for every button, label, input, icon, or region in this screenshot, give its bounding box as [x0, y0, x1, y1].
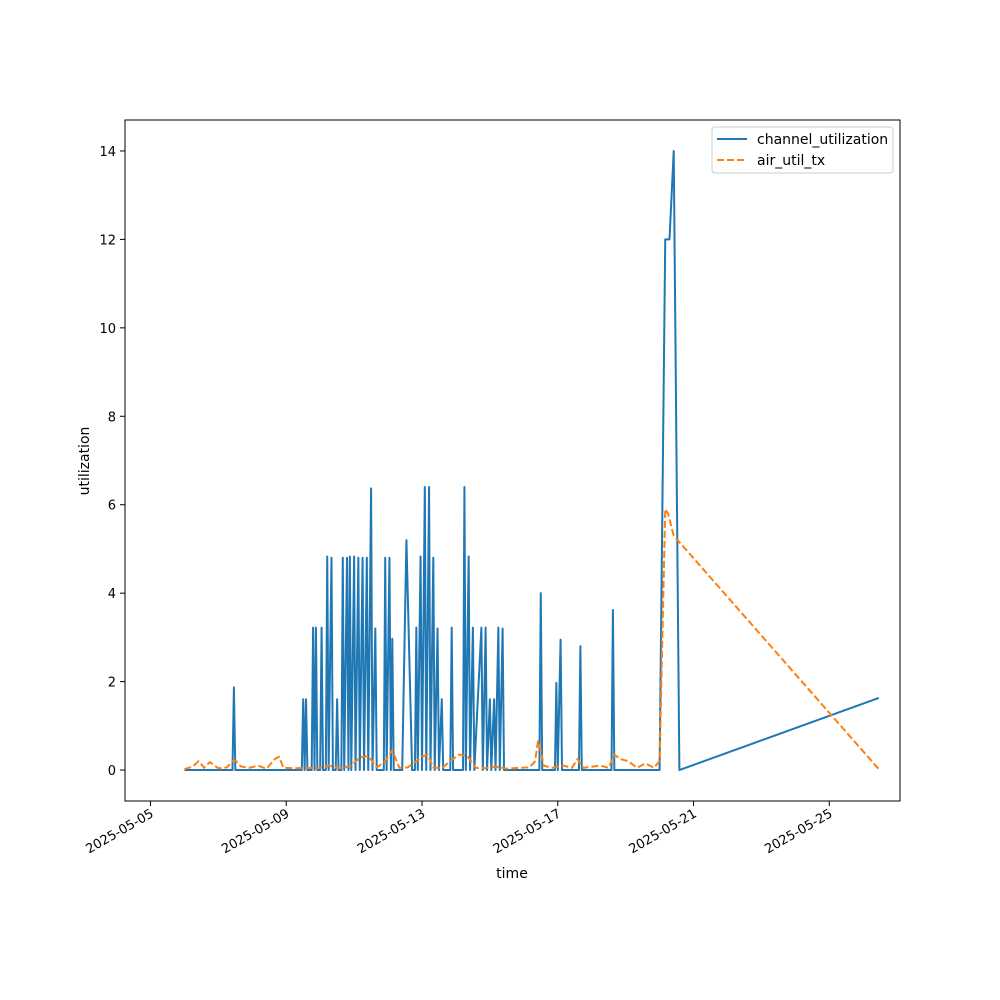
series-layer [184, 149, 880, 772]
legend-box [711, 126, 894, 174]
y-axis: 0 2 4 6 8 10 12 14 [99, 145, 125, 779]
y-axis-label: utilization [77, 427, 93, 496]
legend-label: air_util_tx [757, 153, 825, 169]
y-tick-label: 4 [108, 587, 116, 602]
y-tick-label: 0 [108, 764, 116, 779]
x-axis-label: time [496, 866, 528, 882]
legend-label: channel_utilization [757, 132, 888, 148]
y-tick-label: 6 [108, 499, 116, 514]
y-tick-label: 12 [99, 233, 116, 248]
y-tick-label: 10 [99, 322, 116, 337]
legend: channel_utilization air_util_tx [711, 126, 894, 174]
y-tick-label: 8 [108, 410, 116, 425]
series-line-air-util-tx [184, 508, 880, 771]
series-line-channel-utilization [184, 149, 880, 772]
y-tick-label: 2 [108, 676, 116, 691]
y-tick-label: 14 [99, 145, 116, 160]
plot-frame [124, 119, 901, 802]
